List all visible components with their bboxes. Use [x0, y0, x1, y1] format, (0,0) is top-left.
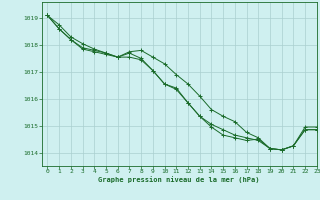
- X-axis label: Graphe pression niveau de la mer (hPa): Graphe pression niveau de la mer (hPa): [99, 176, 260, 183]
